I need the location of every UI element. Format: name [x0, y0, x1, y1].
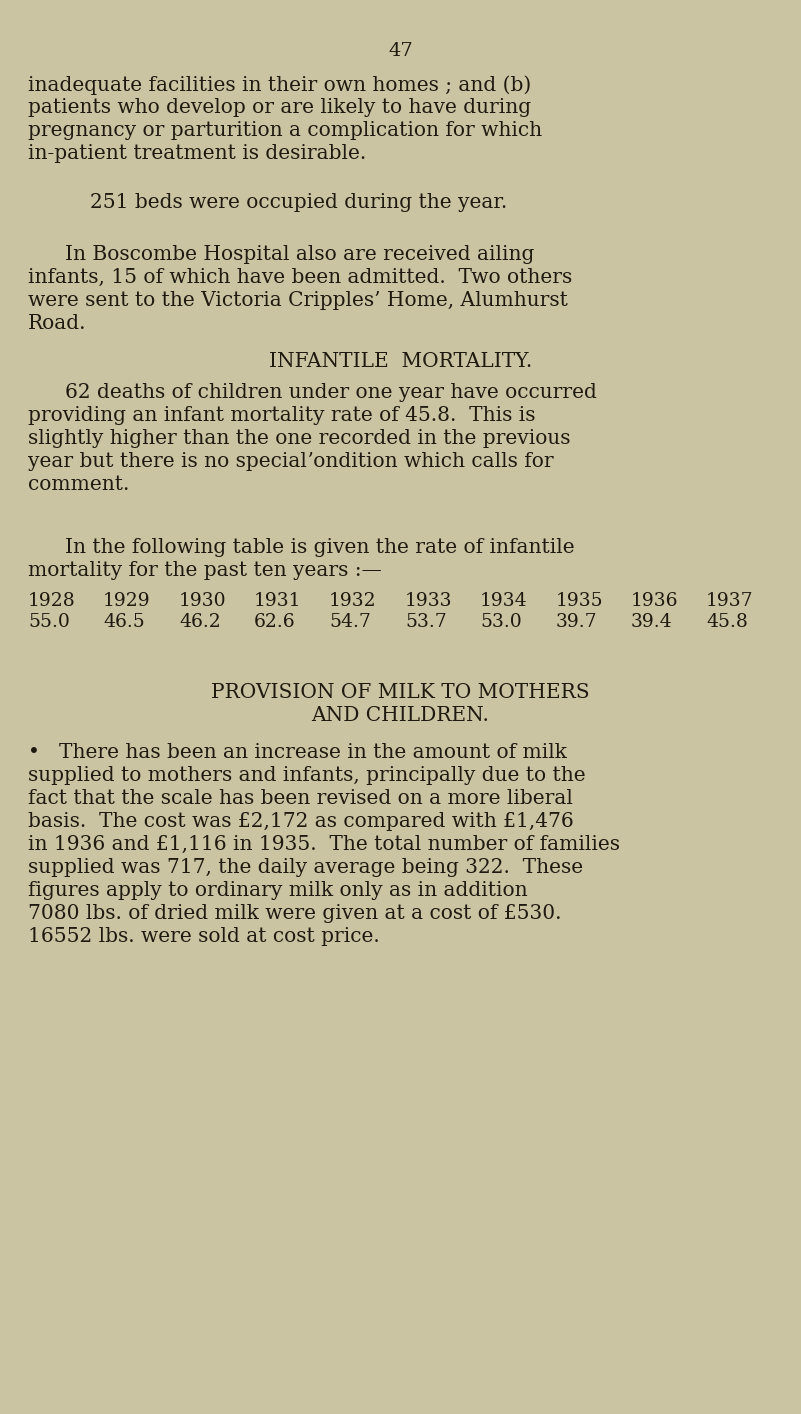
Text: supplied to mothers and infants, principally due to the: supplied to mothers and infants, princip… — [28, 766, 586, 785]
Text: inadequate facilities in their own homes ; and (b): inadequate facilities in their own homes… — [28, 75, 531, 95]
Text: •   There has been an increase in the amount of milk: • There has been an increase in the amou… — [28, 742, 567, 762]
Text: 7080 lbs. of dried milk were given at a cost of £530.: 7080 lbs. of dried milk were given at a … — [28, 904, 562, 923]
Text: 39.4: 39.4 — [631, 614, 673, 631]
Text: PROVISION OF MILK TO MOTHERS: PROVISION OF MILK TO MOTHERS — [211, 683, 590, 701]
Text: 1932: 1932 — [329, 592, 376, 609]
Text: in-patient treatment is desirable.: in-patient treatment is desirable. — [28, 144, 366, 163]
Text: 55.0: 55.0 — [28, 614, 70, 631]
Text: slightly higher than the one recorded in the previous: slightly higher than the one recorded in… — [28, 428, 570, 448]
Text: 62.6: 62.6 — [254, 614, 296, 631]
Text: infants, 15 of which have been admitted.  Two others: infants, 15 of which have been admitted.… — [28, 269, 572, 287]
Text: 1936: 1936 — [631, 592, 678, 609]
Text: 1935: 1935 — [556, 592, 604, 609]
Text: 45.8: 45.8 — [706, 614, 748, 631]
Text: 1929: 1929 — [103, 592, 151, 609]
Text: patients who develop or are likely to have during: patients who develop or are likely to ha… — [28, 98, 531, 117]
Text: INFANTILE  MORTALITY.: INFANTILE MORTALITY. — [269, 352, 532, 370]
Text: 39.7: 39.7 — [556, 614, 598, 631]
Text: mortality for the past ten years :—: mortality for the past ten years :— — [28, 561, 382, 580]
Text: 1933: 1933 — [405, 592, 453, 609]
Text: 1937: 1937 — [706, 592, 754, 609]
Text: 1930: 1930 — [179, 592, 227, 609]
Text: 53.7: 53.7 — [405, 614, 447, 631]
Text: Road.: Road. — [28, 314, 87, 334]
Text: in 1936 and £1,116 in 1935.  The total number of families: in 1936 and £1,116 in 1935. The total nu… — [28, 836, 620, 854]
Text: 54.7: 54.7 — [329, 614, 371, 631]
Text: pregnancy or parturition a complication for which: pregnancy or parturition a complication … — [28, 122, 542, 140]
Text: In the following table is given the rate of infantile: In the following table is given the rate… — [65, 537, 574, 557]
Text: were sent to the Victoria Cripples’ Home, Alumhurst: were sent to the Victoria Cripples’ Home… — [28, 291, 568, 310]
Text: 62 deaths of children under one year have occurred: 62 deaths of children under one year hav… — [65, 383, 597, 402]
Text: 16552 lbs. were sold at cost price.: 16552 lbs. were sold at cost price. — [28, 928, 380, 946]
Text: comment.: comment. — [28, 475, 130, 493]
Text: 1931: 1931 — [254, 592, 301, 609]
Text: providing an infant mortality rate of 45.8.  This is: providing an infant mortality rate of 45… — [28, 406, 536, 426]
Text: 251 beds were occupied during the year.: 251 beds were occupied during the year. — [90, 192, 507, 212]
Text: 47: 47 — [388, 42, 413, 59]
Text: 53.0: 53.0 — [480, 614, 521, 631]
Text: 46.5: 46.5 — [103, 614, 145, 631]
Text: In Boscombe Hospital also are received ailing: In Boscombe Hospital also are received a… — [65, 245, 534, 264]
Text: basis.  The cost was £2,172 as compared with £1,476: basis. The cost was £2,172 as compared w… — [28, 812, 574, 831]
Text: 46.2: 46.2 — [179, 614, 221, 631]
Text: supplied was 717, the daily average being 322.  These: supplied was 717, the daily average bein… — [28, 858, 583, 877]
Text: fact that the scale has been revised on a more liberal: fact that the scale has been revised on … — [28, 789, 573, 807]
Text: 1934: 1934 — [480, 592, 528, 609]
Text: figures apply to ordinary milk only as in addition: figures apply to ordinary milk only as i… — [28, 881, 528, 899]
Text: 1928: 1928 — [28, 592, 76, 609]
Text: AND CHILDREN.: AND CHILDREN. — [312, 706, 489, 725]
Text: year but there is no specialʼondition which calls for: year but there is no specialʼondition wh… — [28, 452, 553, 471]
